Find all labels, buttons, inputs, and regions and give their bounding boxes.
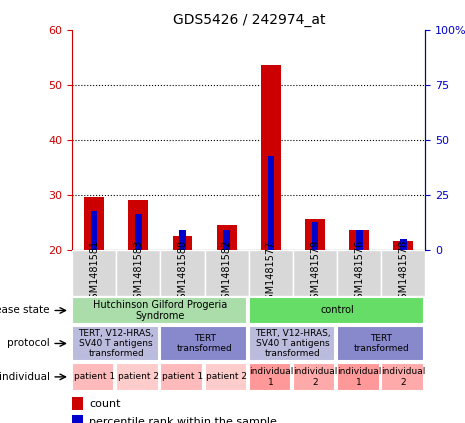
Text: GSM1481580: GSM1481580	[178, 240, 187, 305]
Bar	[261, 66, 281, 250]
Text: GSM1481583: GSM1481583	[133, 240, 143, 305]
Bar	[349, 231, 369, 250]
Bar	[179, 231, 186, 250]
Bar	[249, 326, 335, 361]
Bar	[116, 363, 159, 391]
Text: protocol: protocol	[7, 338, 50, 349]
Bar	[249, 297, 424, 324]
Bar	[249, 363, 291, 391]
Bar	[72, 363, 114, 391]
Text: control: control	[320, 305, 354, 316]
Text: TERT, V12-HRAS,
SV40 T antigens
transformed: TERT, V12-HRAS, SV40 T antigens transfor…	[79, 329, 154, 358]
Bar	[116, 250, 160, 296]
Bar	[205, 250, 249, 296]
Bar	[223, 231, 230, 250]
Text: patient 1: patient 1	[162, 372, 203, 382]
Bar	[72, 250, 116, 296]
Bar	[293, 363, 335, 391]
Text: GSM1481576: GSM1481576	[354, 240, 364, 305]
Bar	[72, 297, 247, 324]
Text: GSM1481579: GSM1481579	[310, 240, 320, 305]
Text: patient 2: patient 2	[118, 372, 159, 382]
Bar	[72, 326, 159, 361]
Bar	[72, 398, 83, 410]
Bar	[267, 156, 274, 250]
Text: individual
1: individual 1	[337, 367, 381, 387]
Bar	[84, 197, 104, 250]
Text: TERT
transformed: TERT transformed	[353, 334, 409, 353]
Bar	[160, 326, 247, 361]
Text: patient 2: patient 2	[206, 372, 247, 382]
Text: patient 1: patient 1	[73, 372, 115, 382]
Bar	[160, 363, 203, 391]
Text: Hutchinson Gilford Progeria
Syndrome: Hutchinson Gilford Progeria Syndrome	[93, 299, 227, 321]
Text: individual
2: individual 2	[381, 367, 425, 387]
Bar	[293, 250, 337, 296]
Text: GSM1481578: GSM1481578	[399, 240, 408, 305]
Bar	[128, 200, 148, 250]
Bar	[312, 222, 319, 250]
Text: percentile rank within the sample: percentile rank within the sample	[89, 417, 277, 423]
Bar	[356, 231, 363, 250]
Bar	[337, 250, 381, 296]
Text: disease state: disease state	[0, 305, 50, 316]
Bar	[249, 250, 293, 296]
Bar	[160, 250, 205, 296]
Text: individual
2: individual 2	[293, 367, 337, 387]
Bar	[72, 415, 83, 423]
Text: GSM1481581: GSM1481581	[89, 240, 99, 305]
Bar	[205, 363, 247, 391]
Bar	[400, 239, 407, 250]
Text: individual: individual	[0, 372, 50, 382]
Bar	[173, 236, 193, 250]
Text: individual
1: individual 1	[249, 367, 293, 387]
Text: TERT, V12-HRAS,
SV40 T antigens
transformed: TERT, V12-HRAS, SV40 T antigens transfor…	[255, 329, 331, 358]
Bar	[337, 363, 379, 391]
Bar	[305, 220, 325, 250]
Bar	[91, 211, 98, 250]
Text: TERT
transformed: TERT transformed	[177, 334, 232, 353]
Bar	[217, 225, 237, 250]
Title: GDS5426 / 242974_at: GDS5426 / 242974_at	[173, 13, 325, 27]
Bar	[337, 326, 424, 361]
Text: GSM1481582: GSM1481582	[222, 240, 232, 305]
Text: GSM1481577: GSM1481577	[266, 240, 276, 305]
Text: count: count	[89, 399, 120, 409]
Bar	[381, 363, 424, 391]
Bar	[393, 241, 413, 250]
Bar	[135, 214, 142, 250]
Bar	[381, 250, 425, 296]
